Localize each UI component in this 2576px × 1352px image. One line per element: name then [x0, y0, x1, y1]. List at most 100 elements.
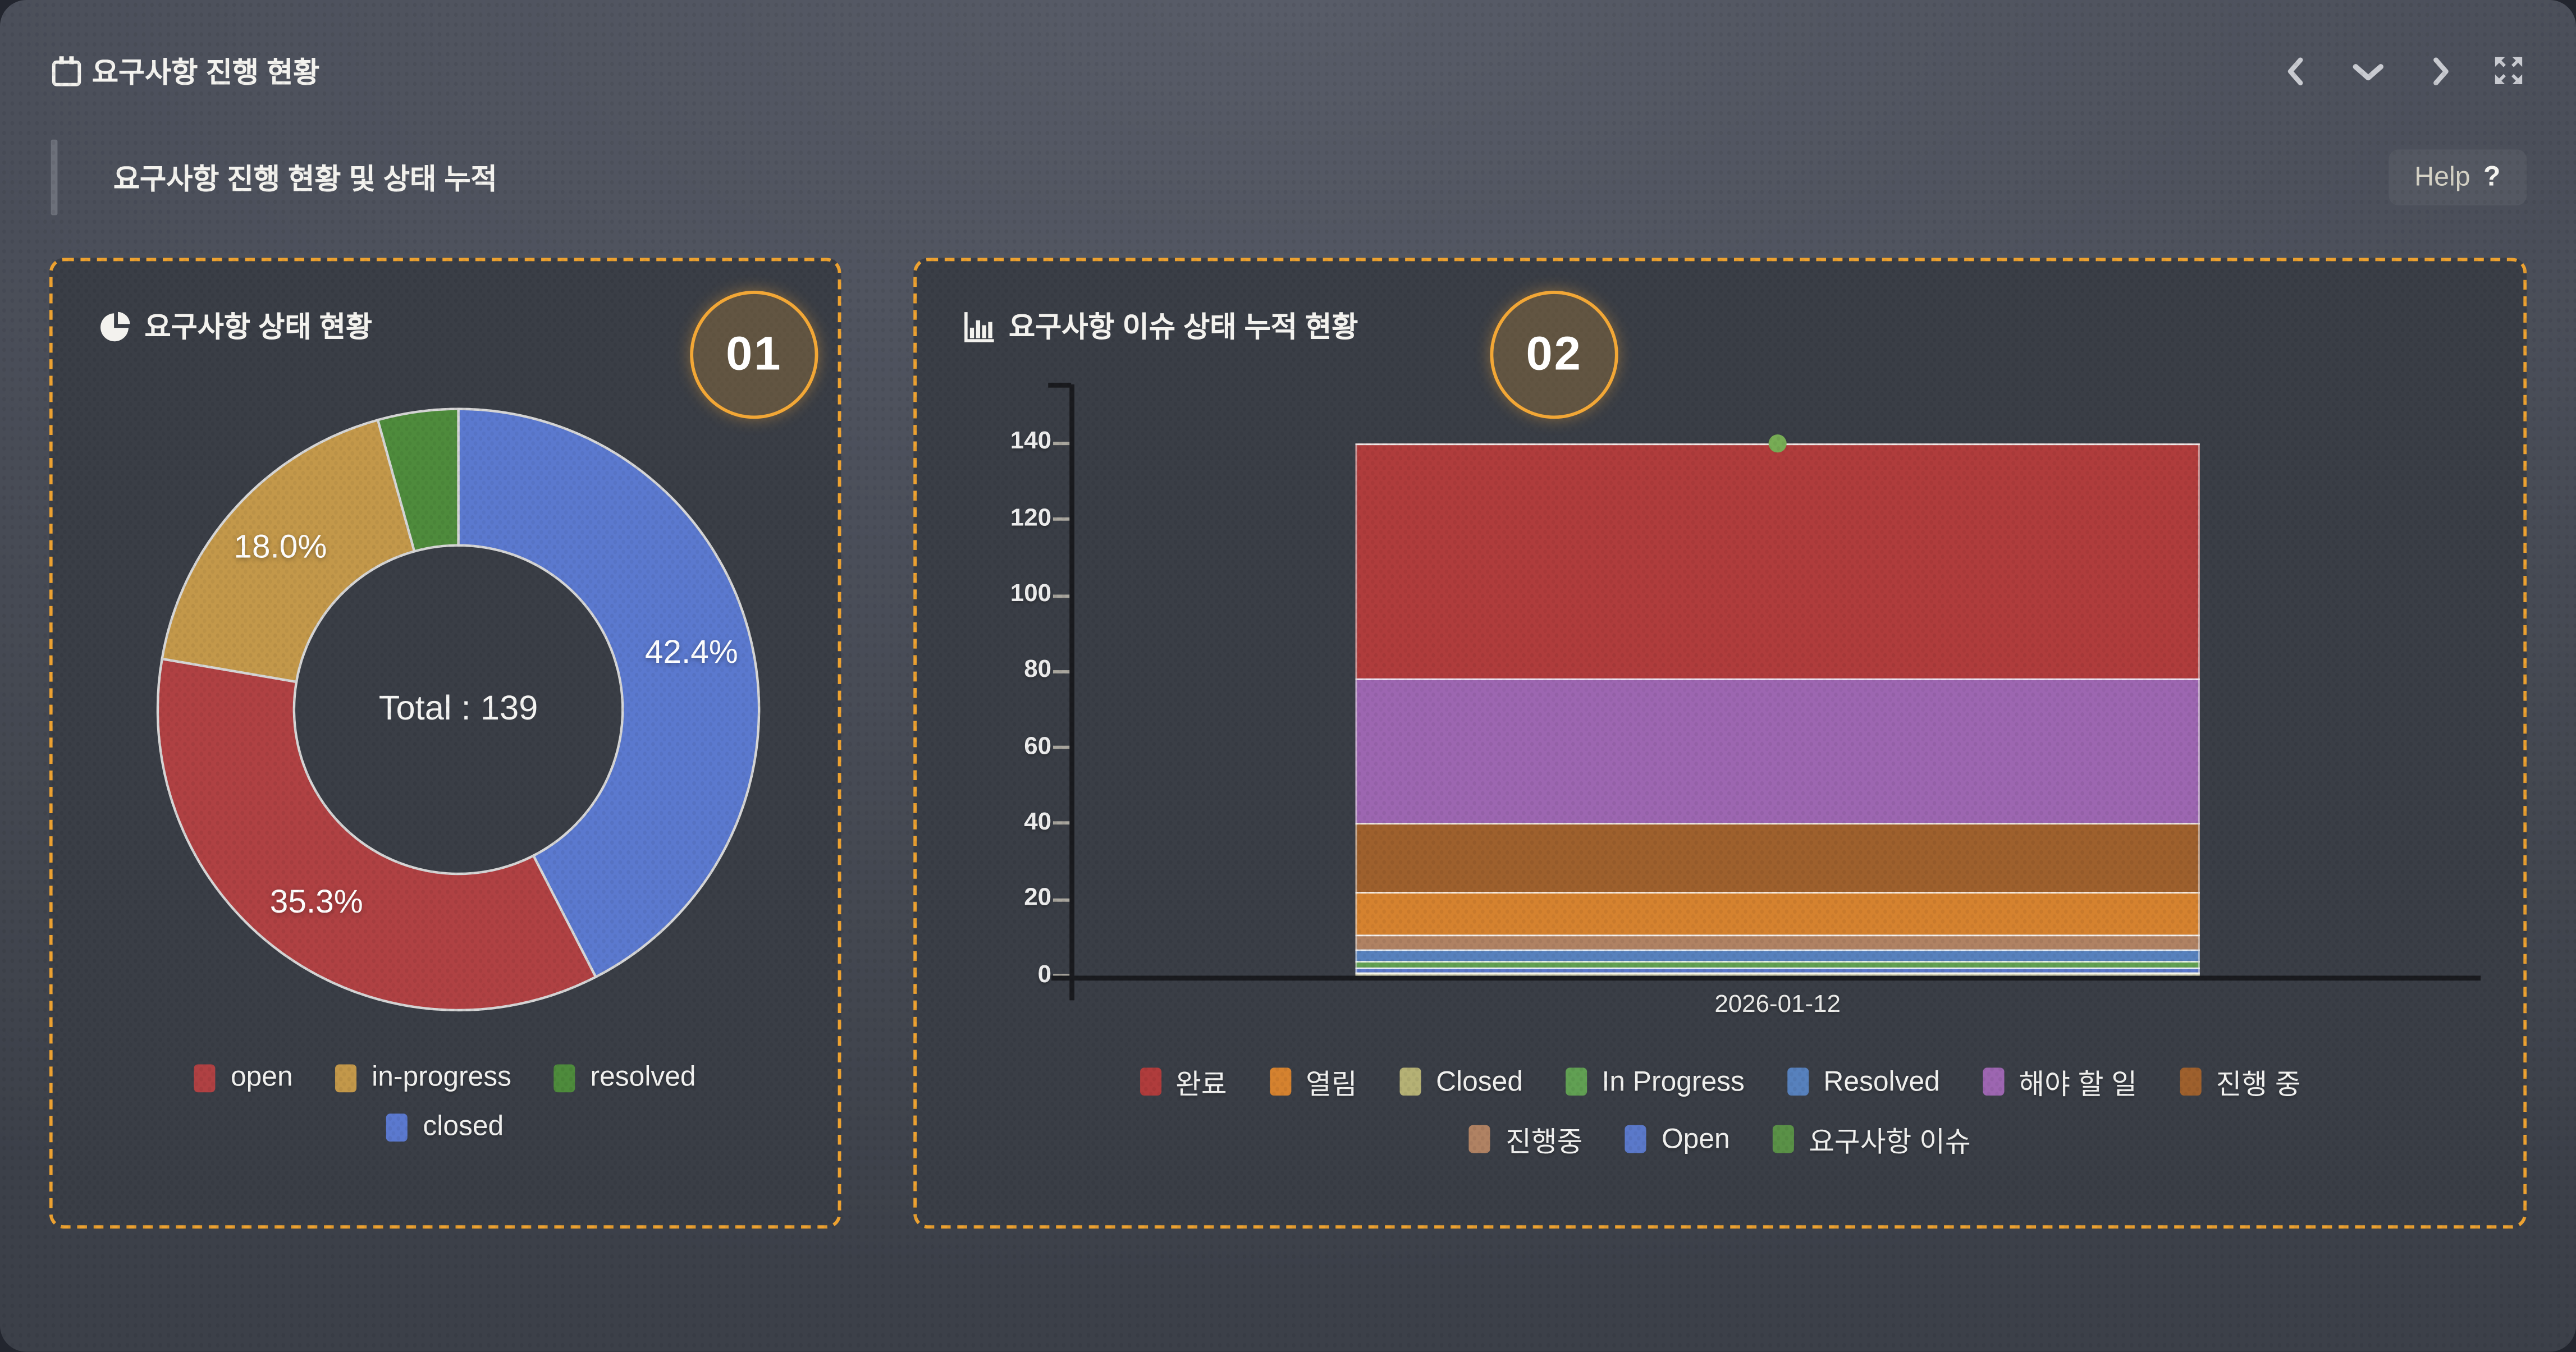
bar-legend-row-1: 완료 열림 Closed In Progress Resolved 해야 할 일 진행 중	[1139, 1061, 2301, 1102]
bar-legend-swatch-완료	[1139, 1067, 1161, 1096]
pie-legend-item-in-progress[interactable]: in-progress	[335, 1061, 512, 1094]
bar-legend-item-해야 할 일[interactable]: 해야 할 일	[1982, 1061, 2138, 1102]
pie-slice-in-progress[interactable]	[161, 418, 416, 684]
bar-legend-item-진행중[interactable]: 진행중	[1469, 1119, 1583, 1159]
bar-legend-label-완료: 완료	[1175, 1069, 1227, 1101]
page-title: 요구사항 진행 현황	[91, 55, 320, 88]
page-title-row: 요구사항 진행 현황	[49, 50, 320, 91]
panel2-title: 요구사항 이슈 상태 누적 현황	[1008, 310, 1358, 343]
bar-legend-label-Open: Open	[1661, 1122, 1730, 1154]
pie-legend-item-closed[interactable]: closed	[386, 1110, 504, 1143]
pie-chart-icon	[99, 310, 132, 343]
pie-legend-row-1: open in-progress resolved	[194, 1061, 696, 1094]
header-bar: 요구사항 진행 현황	[49, 43, 2527, 99]
panel1-badge: 01	[690, 291, 818, 419]
bar-legend-label-진행 중: 진행 중	[2216, 1069, 2301, 1101]
pie-legend-item-resolved[interactable]: resolved	[554, 1061, 696, 1094]
bar-chart-icon	[963, 310, 996, 343]
bar-legend-item-요구사항 이슈[interactable]: 요구사항 이슈	[1772, 1119, 1971, 1159]
y-tick-mark-140	[1053, 442, 1072, 446]
pie-legend-swatch-in-progress	[335, 1064, 357, 1092]
pie-label-open: 35.3%	[269, 884, 363, 920]
pie-label-in-progress: 18.0%	[234, 530, 327, 566]
calendar-icon	[49, 53, 84, 88]
y-tick-label-120: 120	[1010, 503, 1052, 532]
bar-segment-In Progress[interactable]	[1355, 960, 2200, 968]
pie-legend: open in-progress resolved closed	[53, 1061, 838, 1143]
bar-segment-진행 중[interactable]	[1355, 823, 2200, 892]
bar-legend-swatch-In Progress	[1566, 1067, 1587, 1096]
bar-legend-swatch-Closed	[1399, 1067, 1421, 1096]
y-tick-label-40: 40	[1024, 808, 1052, 836]
bar-segment-완료[interactable]	[1355, 443, 2200, 680]
bar-legend-item-완료[interactable]: 완료	[1139, 1061, 1227, 1102]
bar-segment-해야 할 일[interactable]	[1355, 679, 2200, 824]
bar-legend-item-Open[interactable]: Open	[1625, 1122, 1730, 1156]
y-axis-line	[1069, 384, 1074, 1001]
bar-legend-label-In Progress: In Progress	[1602, 1065, 1745, 1097]
y-tick-label-80: 80	[1024, 656, 1052, 684]
pie-slice-open[interactable]	[156, 657, 598, 1012]
chevron-down-icon[interactable]	[2349, 52, 2387, 89]
y-tick-label-140: 140	[1010, 428, 1052, 456]
pie-slice-closed[interactable]	[457, 407, 761, 979]
bar-legend-label-요구사항 이슈: 요구사항 이슈	[1809, 1126, 1971, 1158]
bar-legend-label-Closed: Closed	[1436, 1065, 1523, 1097]
bar-segment-Open[interactable]	[1355, 968, 2200, 972]
bar-legend-swatch-열림	[1269, 1067, 1291, 1096]
bar-legend-label-해야 할 일: 해야 할 일	[2019, 1069, 2138, 1101]
bar-legend-swatch-Resolved	[1787, 1067, 1809, 1096]
chevron-left-icon[interactable]	[2280, 53, 2314, 88]
pie-slice-resolved[interactable]	[376, 407, 460, 553]
bar-legend-item-Closed[interactable]: Closed	[1399, 1065, 1523, 1098]
pie-legend-label-resolved: resolved	[590, 1061, 696, 1093]
y-tick-mark-100	[1053, 594, 1072, 598]
panel1-title-row: 요구사항 상태 현황	[99, 305, 372, 346]
pie-legend-row-2: closed	[386, 1110, 504, 1143]
chevron-right-icon[interactable]	[2422, 53, 2456, 88]
panel-requirement-status: 요구사항 상태 현황 01 42.4% 35.3% 18.0% Total : 13…	[49, 258, 841, 1229]
bar-legend-row-2: 진행중 Open 요구사항 이슈	[1469, 1119, 1971, 1159]
y-tick-mark-80	[1053, 670, 1072, 673]
bar-legend-item-열림[interactable]: 열림	[1269, 1061, 1357, 1102]
bar-legend-swatch-해야 할 일	[1982, 1067, 2004, 1096]
panel2-badge: 02	[1490, 291, 1618, 419]
bar-legend-swatch-진행중	[1469, 1125, 1491, 1153]
pie-legend-item-open[interactable]: open	[194, 1061, 293, 1094]
x-axis-category-label: 2026-01-12	[1714, 990, 1841, 1019]
bar-segment-Resolved[interactable]	[1355, 949, 2200, 961]
panel-issue-stack: 요구사항 이슈 상태 누적 현황 02 2026-01-12 0 20 40 60 80…	[913, 258, 2527, 1229]
bar-legend-swatch-진행 중	[2180, 1067, 2202, 1096]
scatter-point-요구사항 이슈[interactable]	[1768, 434, 1787, 453]
bar-legend-label-진행중: 진행중	[1506, 1126, 1583, 1158]
help-question-icon: ?	[2483, 161, 2501, 193]
help-label: Help	[2414, 162, 2470, 191]
donut-center-label: Total : 139	[378, 690, 538, 728]
help-button[interactable]: Help ?	[2388, 149, 2527, 205]
y-tick-mark-120	[1053, 517, 1072, 521]
pie-label-closed: 42.4%	[644, 634, 738, 671]
bar-legend-label-Resolved: Resolved	[1823, 1065, 1940, 1097]
donut-chart: 42.4% 35.3% 18.0% Total : 139	[154, 406, 762, 1014]
accent-bar	[51, 139, 58, 216]
sub-header: 요구사항 진행 현황 및 상태 누적 Help ?	[51, 138, 2527, 217]
bar-segment-열림[interactable]	[1355, 892, 2200, 934]
y-axis-top-cap	[1048, 382, 1072, 387]
pie-legend-label-open: open	[230, 1061, 293, 1093]
header-nav-icons	[2280, 52, 2527, 89]
bar-legend-item-In Progress[interactable]: In Progress	[1566, 1065, 1745, 1098]
pie-legend-label-in-progress: in-progress	[372, 1061, 512, 1093]
y-tick-label-60: 60	[1024, 732, 1052, 760]
pie-legend-label-closed: closed	[423, 1110, 504, 1142]
expand-icon[interactable]	[2491, 53, 2527, 89]
bar-legend-item-진행 중[interactable]: 진행 중	[2180, 1061, 2301, 1102]
bar-segment-진행중[interactable]	[1355, 933, 2200, 949]
bar-segment-Closed[interactable]	[1355, 971, 2200, 976]
panel2-title-row: 요구사항 이슈 상태 누적 현황	[963, 305, 1358, 346]
bar-legend-item-Resolved[interactable]: Resolved	[1787, 1065, 1940, 1098]
y-tick-mark-20	[1053, 898, 1072, 901]
stacked-bar-chart: 2026-01-12 0 20 40 60 80 100 120 140	[917, 261, 2523, 1225]
